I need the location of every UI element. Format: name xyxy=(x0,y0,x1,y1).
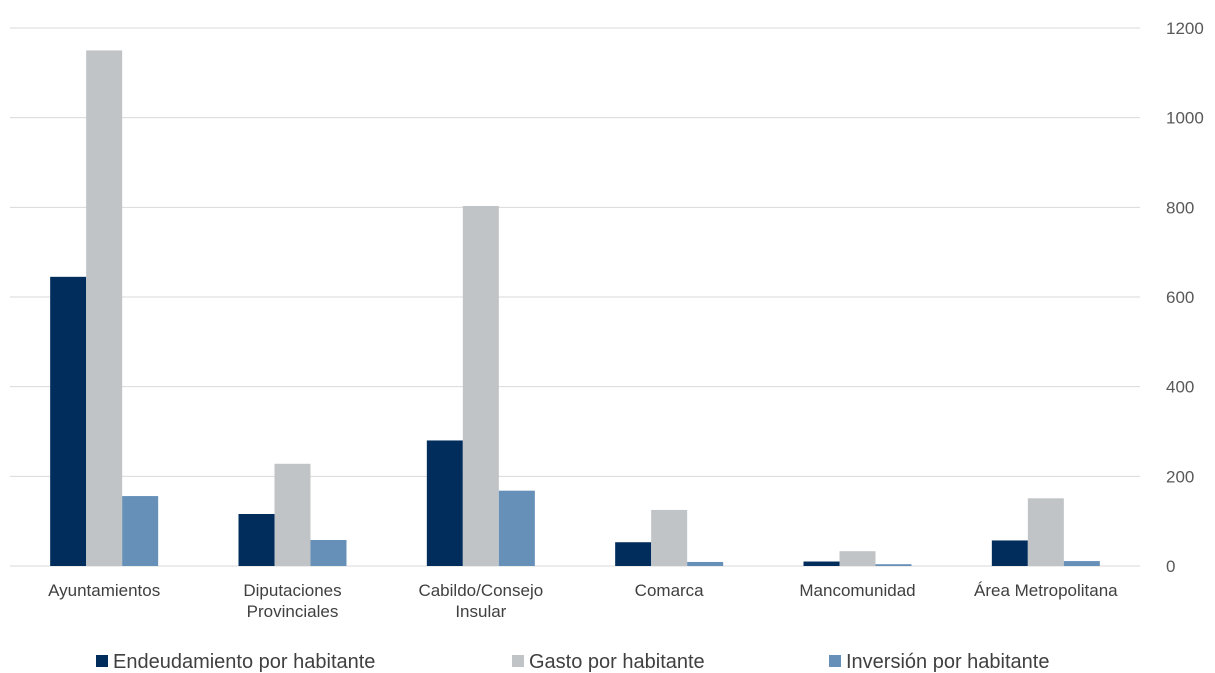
x-category-label: Comarca xyxy=(635,581,705,600)
bar-3-3 xyxy=(498,490,535,566)
legend-label: Endeudamiento por habitante xyxy=(113,651,375,673)
bar-2-6 xyxy=(1027,498,1064,566)
x-category-label-line: Cabildo/Consejo xyxy=(418,581,543,600)
bar-3-1 xyxy=(122,496,159,566)
bar-1-1 xyxy=(50,276,87,566)
bar-2-4 xyxy=(651,509,688,566)
x-category-label-line: Mancomunidad xyxy=(799,581,915,600)
legend-label: Gasto por habitante xyxy=(529,651,705,673)
bar-2-5 xyxy=(839,551,876,566)
bar-2-3 xyxy=(462,205,499,566)
x-category-label: Cabildo/Consejo Insular xyxy=(418,581,543,621)
legend: Endeudamiento por habitante Gasto por hab… xyxy=(96,651,1049,673)
y-tick-label: 1000 xyxy=(1166,109,1204,128)
bar-1-2 xyxy=(238,513,275,566)
x-category-label-line: Área Metropolitana xyxy=(974,581,1118,600)
y-tick-label: 600 xyxy=(1166,288,1194,307)
bar-1-4 xyxy=(615,542,652,566)
bar-1-6 xyxy=(991,540,1028,566)
x-category-label: Ayuntamientos xyxy=(48,581,160,600)
x-category-label-line: Provinciales xyxy=(247,602,339,621)
bars xyxy=(50,50,1100,566)
bar-3-5 xyxy=(875,564,912,566)
bar-3-2 xyxy=(310,539,347,566)
x-category-label-line: Ayuntamientos xyxy=(48,581,160,600)
bar-3-6 xyxy=(1063,561,1100,566)
y-tick-label: 200 xyxy=(1166,467,1194,486)
x-category-label: Diputaciones Provinciales xyxy=(243,581,341,621)
bar-1-5 xyxy=(803,561,840,566)
x-axis-categories: Ayuntamientos Diputaciones Provinciales Cab… xyxy=(48,581,1118,621)
x-category-label: Mancomunidad xyxy=(799,581,915,600)
gridlines xyxy=(10,27,1140,567)
bar-2-2 xyxy=(274,463,311,566)
x-category-label-line: Diputaciones xyxy=(243,581,341,600)
legend-label: Inversión por habitante xyxy=(846,651,1049,673)
legend-swatch xyxy=(512,655,524,667)
y-tick-label: 800 xyxy=(1166,198,1194,217)
bar-1-3 xyxy=(426,440,463,566)
legend-swatch xyxy=(96,655,108,667)
y-tick-label: 0 xyxy=(1166,557,1175,576)
y-axis-ticks: 0 200 400 600 800 1000 1200 xyxy=(1166,19,1204,576)
x-category-label-line: Insular xyxy=(455,602,506,621)
bar-3-4 xyxy=(687,561,724,566)
x-category-label-line: Comarca xyxy=(635,581,705,600)
y-tick-label: 400 xyxy=(1166,378,1194,397)
bar-2-1 xyxy=(86,50,123,566)
legend-swatch xyxy=(829,655,841,667)
y-tick-label: 1200 xyxy=(1166,19,1204,38)
x-category-label: Área Metropolitana xyxy=(974,581,1118,600)
